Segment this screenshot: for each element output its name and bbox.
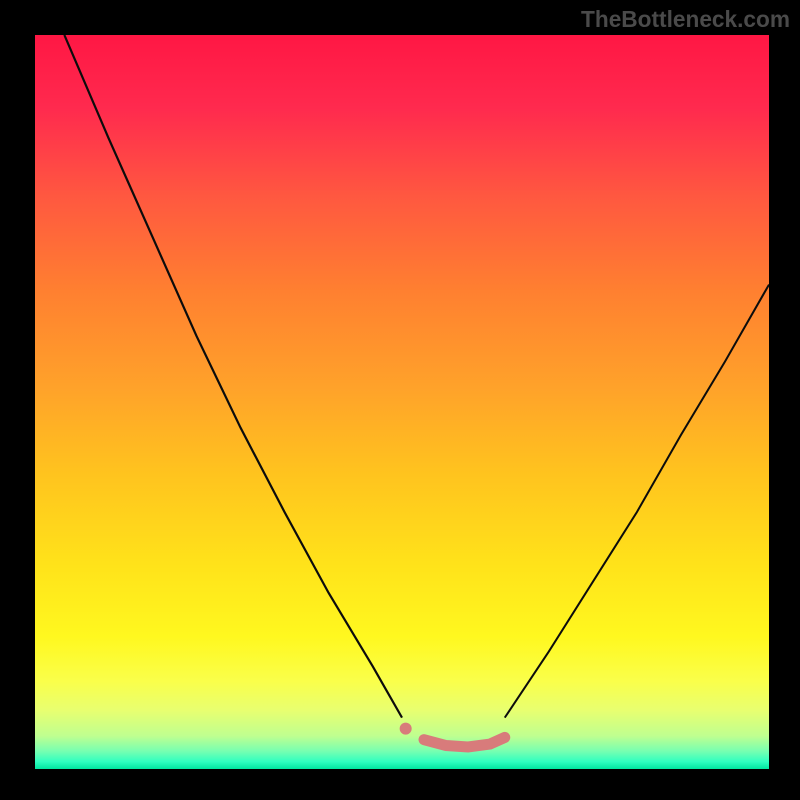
curve-left-dot	[400, 723, 412, 735]
curve-right	[505, 285, 769, 718]
curve-left	[64, 35, 402, 718]
bottleneck-curve	[35, 35, 769, 769]
watermark-text: TheBottleneck.com	[581, 6, 790, 33]
chart-canvas: TheBottleneck.com	[0, 0, 800, 800]
curve-baseline	[424, 737, 505, 747]
plot-area	[35, 35, 769, 769]
